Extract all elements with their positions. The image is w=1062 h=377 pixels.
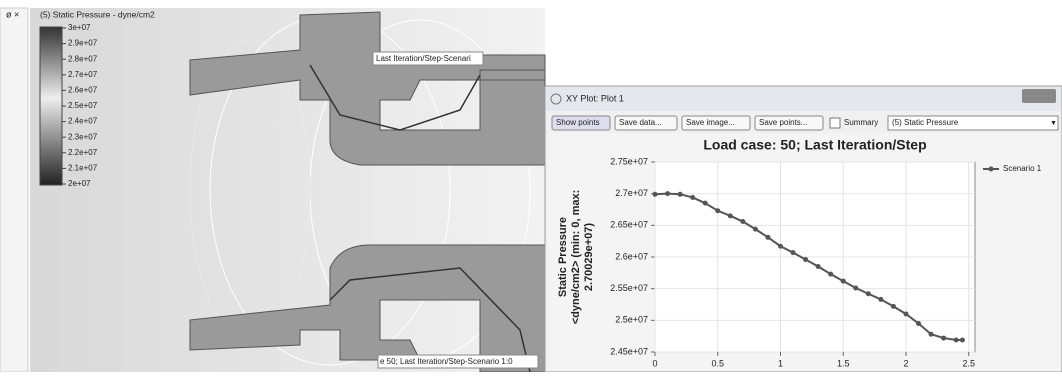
y-tick-label: 2.6e+07: [615, 251, 648, 261]
x-tick-label: 0.5: [711, 358, 724, 368]
x-tick-label: 2: [903, 358, 908, 368]
y-axis-label: 2.70029e+07): [583, 223, 595, 292]
checkbox[interactable]: [830, 118, 840, 128]
button-label: Save image...: [686, 118, 735, 127]
colorbar-label: 2.9e+07: [68, 39, 98, 48]
data-point: [653, 192, 658, 197]
chart-title: Load case: 50; Last Iteration/Step: [703, 137, 926, 153]
colorbar-label: 2.8e+07: [68, 54, 98, 63]
checkbox-label: Summary: [844, 118, 878, 127]
close-button[interactable]: [1022, 89, 1056, 103]
colorbar-label: 2.1e+07: [68, 164, 98, 173]
button-label: Save points...: [759, 118, 807, 127]
viewport-title: (5) Static Pressure - dyne/cm2: [40, 9, 155, 19]
dropdown-arrow: ▼: [1050, 120, 1057, 127]
data-point: [954, 337, 959, 342]
data-point: [791, 250, 796, 255]
data-point: [678, 192, 683, 197]
x-tick-label: 1.5: [837, 358, 850, 368]
data-point: [916, 321, 921, 326]
page: ø × (5) Static Pressure - dyne/cm2 3e+07…: [0, 0, 1062, 372]
data-point: [715, 208, 720, 213]
colorbar-label: 2e+07: [68, 179, 91, 188]
data-point: [690, 195, 695, 200]
y-axis-label: <dyne/cm2> (min: 0, max:: [570, 190, 582, 325]
toolbar: Show points Save data... Save image... Save…: [552, 116, 1058, 130]
button-label: Save data...: [619, 118, 662, 127]
colorbar-label: 3e+07: [68, 23, 91, 32]
data-point: [841, 279, 846, 284]
annotation: Last Iteration/Step-Scenari: [376, 54, 471, 63]
y-tick-label: 2.55e+07: [610, 283, 648, 293]
data-point: [853, 286, 858, 291]
y-tick-label: 2.65e+07: [610, 220, 648, 230]
button-label: Show points: [556, 118, 600, 127]
data-point: [816, 264, 821, 269]
window-title: XY Plot: Plot 1: [566, 93, 624, 103]
data-point: [740, 219, 745, 224]
colorbar-label: 2.4e+07: [68, 117, 98, 126]
colorbar-label: 2.5e+07: [68, 101, 98, 110]
data-point: [929, 332, 934, 337]
side-strip: [0, 8, 28, 372]
y-axis-label: Static Pressure: [557, 217, 569, 297]
data-point: [753, 227, 758, 232]
y-tick-label: 2.5e+07: [615, 315, 648, 325]
data-point: [665, 191, 670, 196]
data-point: [803, 257, 808, 262]
colorbar-label: 2.6e+07: [68, 86, 98, 95]
colorbar: [40, 27, 62, 185]
y-tick-label: 2.7e+07: [615, 188, 648, 198]
data-point: [891, 304, 896, 309]
data-point: [765, 235, 770, 240]
x-tick-label: 2.5: [962, 358, 975, 368]
data-point: [960, 337, 965, 342]
data-point: [778, 244, 783, 249]
data-point: [941, 336, 946, 341]
colorbar-label: 2.2e+07: [68, 148, 98, 157]
annotation: e 50; Last Iteration/Step-Scenario 1:0: [380, 357, 513, 366]
data-point: [728, 213, 733, 218]
screen: ø × (5) Static Pressure - dyne/cm2 3e+07…: [0, 0, 1062, 372]
panel-icons[interactable]: ø ×: [6, 9, 19, 19]
legend-marker: [989, 167, 994, 172]
data-point: [703, 201, 708, 206]
dropdown-label: (5) Static Pressure: [892, 118, 959, 127]
y-tick-label: 2.45e+07: [610, 346, 648, 356]
data-point: [903, 312, 908, 317]
legend-label: Scenario 1: [1003, 164, 1042, 173]
data-point: [828, 272, 833, 277]
y-tick-label: 2.75e+07: [610, 156, 648, 166]
x-tick-label: 1: [778, 358, 783, 368]
x-tick-label: 0: [652, 358, 657, 368]
data-point: [878, 297, 883, 302]
data-point: [866, 291, 871, 296]
colorbar-label: 2.7e+07: [68, 70, 98, 79]
colorbar-label: 2.3e+07: [68, 132, 98, 141]
